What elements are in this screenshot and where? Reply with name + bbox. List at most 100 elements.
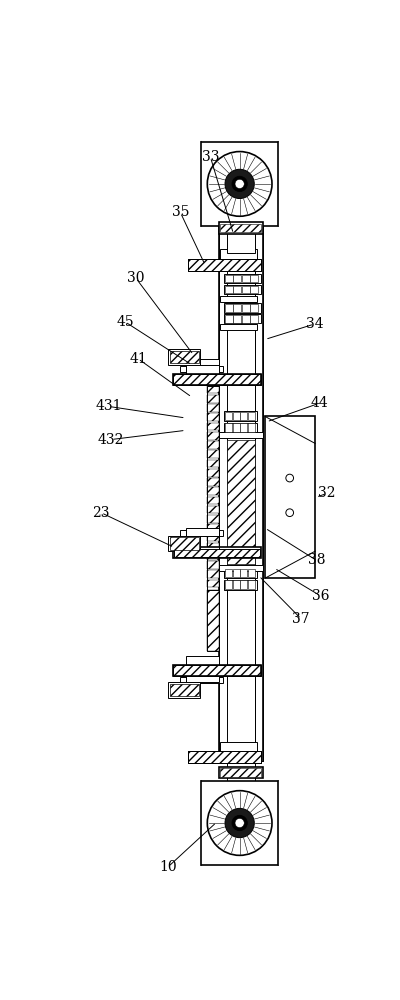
Text: 38: 38	[308, 553, 326, 567]
Circle shape	[232, 176, 247, 192]
Bar	[168, 349, 200, 365]
Circle shape	[232, 815, 247, 831]
Bar	[265, 416, 315, 578]
Bar	[168, 682, 200, 698]
Bar	[207, 524, 219, 532]
Bar	[207, 460, 219, 467]
Text: 32: 32	[318, 486, 336, 500]
Bar	[255, 222, 263, 761]
Bar	[207, 580, 219, 587]
Bar	[219, 432, 263, 438]
Bar	[248, 569, 255, 577]
Bar	[173, 374, 261, 385]
Bar	[242, 286, 250, 293]
Bar	[188, 751, 261, 763]
Circle shape	[225, 808, 254, 838]
Bar	[207, 413, 219, 421]
Bar	[220, 296, 257, 302]
Bar	[170, 351, 199, 363]
Bar	[225, 304, 233, 312]
Text: 30: 30	[127, 271, 144, 285]
Bar	[248, 423, 255, 432]
Circle shape	[286, 509, 294, 517]
Bar	[207, 450, 219, 458]
Bar	[224, 423, 256, 433]
Bar	[242, 304, 250, 312]
Bar	[180, 530, 223, 536]
Text: 45: 45	[116, 315, 134, 329]
Bar	[207, 469, 219, 477]
Bar	[186, 365, 219, 374]
Bar	[226, 750, 255, 781]
Bar	[207, 552, 219, 560]
Bar	[219, 222, 263, 234]
Bar	[242, 275, 250, 282]
Bar	[240, 412, 247, 420]
Bar	[173, 374, 261, 385]
Bar	[219, 222, 226, 761]
Bar	[207, 533, 219, 541]
Bar	[220, 768, 261, 777]
Bar	[207, 590, 219, 651]
Bar	[224, 314, 261, 323]
Bar	[207, 441, 219, 449]
Text: 431: 431	[96, 399, 122, 413]
Bar	[188, 259, 261, 271]
Bar	[233, 412, 240, 420]
Text: 10: 10	[159, 860, 177, 874]
Bar	[225, 580, 232, 589]
Bar	[220, 249, 257, 259]
Bar	[224, 274, 261, 283]
Bar	[240, 423, 247, 432]
Bar	[188, 259, 261, 271]
Bar	[207, 590, 219, 651]
Bar	[207, 395, 219, 403]
Bar	[207, 386, 219, 393]
Bar	[219, 767, 263, 778]
Circle shape	[207, 791, 272, 855]
Bar	[225, 315, 233, 323]
Bar	[250, 304, 258, 312]
Bar	[225, 423, 232, 432]
Text: 36: 36	[312, 589, 329, 603]
Bar	[219, 434, 263, 569]
Bar	[207, 478, 219, 486]
Bar	[234, 286, 241, 293]
Bar	[207, 570, 219, 578]
Bar	[174, 549, 260, 557]
Bar	[225, 569, 232, 577]
Bar	[233, 580, 240, 589]
Bar	[180, 677, 223, 683]
Text: 432: 432	[98, 433, 124, 447]
Bar	[186, 359, 219, 365]
Bar	[207, 487, 219, 495]
Bar	[173, 665, 261, 676]
Bar	[168, 536, 200, 551]
Bar	[207, 515, 219, 523]
Bar	[234, 275, 241, 282]
Bar	[170, 537, 199, 550]
Bar	[220, 742, 257, 751]
Bar	[186, 674, 219, 682]
Bar	[250, 315, 258, 323]
Bar	[170, 684, 199, 696]
Text: 33: 33	[202, 150, 219, 164]
Bar	[207, 506, 219, 513]
Bar	[240, 580, 247, 589]
Bar	[219, 565, 263, 571]
Bar	[220, 324, 257, 330]
Circle shape	[235, 179, 244, 189]
Bar	[224, 303, 261, 312]
Bar	[207, 404, 219, 412]
Bar	[207, 543, 219, 550]
Bar	[173, 665, 261, 676]
Bar	[225, 286, 233, 293]
Circle shape	[235, 818, 244, 828]
Text: 41: 41	[129, 352, 147, 366]
Bar	[250, 286, 258, 293]
Bar	[220, 224, 261, 232]
Bar	[180, 366, 223, 372]
Bar	[201, 781, 278, 865]
Text: 34: 34	[306, 317, 323, 331]
Text: 23: 23	[92, 506, 110, 520]
